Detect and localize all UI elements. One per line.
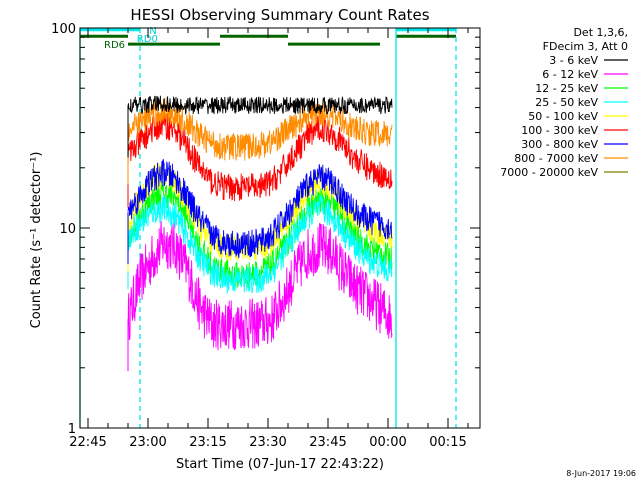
legend-label-6-12-kev: 6 - 12 keV <box>542 68 598 81</box>
series-line-100-300-kev <box>127 113 393 202</box>
x-tick-label: 00:15 <box>429 435 466 450</box>
y-tick-label: 1 <box>68 422 76 437</box>
flag-label-n: N <box>149 26 156 37</box>
y-tick-label: 100 <box>51 22 76 37</box>
x-axis-label: Start Time (07-Jun-17 22:43:22) <box>176 457 384 472</box>
legend-label-800-7000-kev: 800 - 7000 keV <box>514 152 598 165</box>
chart-title: HESSI Observing Summary Count Rates <box>130 6 429 24</box>
legend-label-12-25-kev: 12 - 25 keV <box>535 82 598 95</box>
x-tick-label: 23:15 <box>189 435 226 450</box>
series-line-25-50-kev <box>127 194 393 294</box>
legend-label-100-300-kev: 100 - 300 keV <box>521 124 598 137</box>
x-tick-label: 23:30 <box>249 435 286 450</box>
timestamp-footer: 8-Jun-2017 19:06 <box>566 469 636 478</box>
legend-label-50-100-kev: 50 - 100 keV <box>528 110 598 123</box>
flag-label-rd0: RD0 <box>137 34 158 45</box>
legend-header: FDecim 3, Att 0 <box>543 40 628 53</box>
series-group <box>127 95 393 372</box>
series-line-800-7000-kev <box>127 97 393 161</box>
x-tick-label: 23:45 <box>309 435 346 450</box>
legend-label-25-50-kev: 25 - 50 keV <box>535 96 598 109</box>
legend-label-3-6-kev: 3 - 6 keV <box>549 54 598 67</box>
y-axis: 1 10 100 <box>51 22 480 437</box>
legend-label-300-800-kev: 300 - 800 keV <box>521 138 598 151</box>
legend-header: Det 1,3,6, <box>573 26 628 39</box>
x-axis: 22:45 23:00 23:15 23:30 23:45 00:00 00:15 <box>69 28 469 450</box>
legend-label-7000-20000-kev: 7000 - 20000 keV <box>500 166 598 179</box>
flag-label-rd6: RD6 <box>104 40 125 51</box>
x-tick-label: 22:45 <box>69 435 106 450</box>
x-tick-label: 23:00 <box>129 435 166 450</box>
x-tick-label: 00:00 <box>369 435 406 450</box>
series-line-3-6-kev <box>127 95 393 116</box>
y-axis-label: Count Rate (s⁻¹ detector⁻¹) <box>29 152 44 329</box>
series-line-300-800-kev <box>127 158 393 259</box>
y-tick-label: 10 <box>59 222 76 237</box>
